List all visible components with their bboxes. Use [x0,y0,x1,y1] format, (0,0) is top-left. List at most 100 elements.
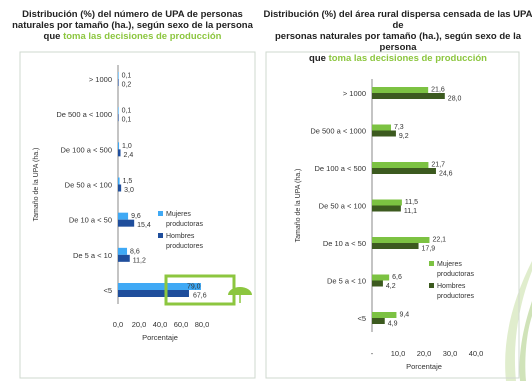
left-category-label: <5 [103,286,112,295]
left-value-label-hombres: 0,1 [122,117,132,124]
right-value-label-mujeres: 9,4 [399,312,409,319]
left-category-label: De 500 a < 1000 [56,110,112,119]
left-legend-label-mujeres-2: productoras [166,221,203,228]
right-x-tick-label: 30,0 [443,349,458,358]
right-value-label-hombres: 4,9 [388,321,398,328]
right-category-label: De 5 a < 10 [327,277,366,286]
right-bar-hombres [372,243,419,249]
left-value-label-mujeres: 0,1 [122,108,132,115]
right-chart-title: Distribución (%) del área rural dispersa… [262,9,532,64]
left-value-label-mujeres: 8,6 [130,248,140,255]
right-legend-swatch-hombres [429,283,434,288]
right-x-tick-label: - [371,349,374,358]
left-title-line1: Distribución (%) del número de UPA de pe… [22,9,243,20]
left-bar-hombres [118,254,130,262]
left-value-label-hombres: 11,2 [133,257,146,264]
right-category-label: De 10 a < 50 [323,239,366,248]
left-bar-mujeres [118,142,120,150]
left-x-tick-label: 0,0 [113,320,123,329]
right-x-tick-label: 40,0 [469,349,484,358]
left-title-highlight: toma las decisiones de producción [63,31,222,42]
right-y-axis-title: Tamaño de la UPA (ha.) [295,169,302,243]
right-value-label-hombres: 4,2 [386,283,396,290]
right-category-label: De 500 a < 1000 [310,127,366,136]
left-legend-label-hombres-1: Hombres [166,233,195,240]
right-value-label-mujeres: 11,5 [405,199,418,206]
right-title-line2: personas naturales por tamaño (ha.), seg… [274,31,521,53]
right-bar-hombres [372,168,436,174]
left-legend-swatch-hombres [158,233,163,238]
left-x-tick-label: 20,0 [132,320,147,329]
left-bar-mujeres [118,247,128,255]
left-value-label-mujeres: 1,0 [122,143,132,150]
left-x-tick-label: 60,0 [174,320,189,329]
left-value-label-mujeres: 9,6 [131,213,141,220]
left-title-line3: que toma las decisiones de producción [0,31,265,42]
right-bar-hombres [372,318,385,324]
left-title-line3-pre: que [43,31,64,42]
left-bar-mujeres [118,283,201,290]
right-value-label-hombres: 24,6 [439,171,453,178]
left-category-label: > 1000 [89,75,112,84]
right-bar-mujeres [372,312,397,318]
right-category-label: > 1000 [343,89,366,98]
right-title-line3: que toma las decisiones de producción [262,53,532,64]
left-bar-mujeres [118,177,120,185]
left-bar-mujeres [118,212,129,220]
right-chart: > 1000 21,628,0 De 500 a < 1000 7,3 9,2 De 10… [295,79,483,371]
right-panel-frame [265,51,520,379]
right-value-label-hombres: 17,9 [422,246,436,253]
right-bar-mujeres [372,274,390,281]
left-category-label: De 5 a < 10 [73,251,112,260]
left-legend-swatch-mujeres [158,211,163,216]
left-bar-mujeres [118,107,119,115]
right-title-highlight: toma las decisiones de producción [328,53,487,64]
right-bar-mujeres [372,162,429,168]
right-value-label-mujeres: 22,1 [432,237,446,244]
right-bar-hombres [372,205,401,212]
left-bar-mujeres [118,72,119,79]
right-value-label-hombres: 28,0 [448,96,462,103]
left-bar-hombres [118,184,122,192]
left-value-label-mujeres: 79,0 [187,284,201,291]
left-bar-hombres [118,219,135,227]
right-value-label-mujeres: 21,6 [431,87,445,94]
right-value-label-mujeres: 7,3 [394,124,404,131]
left-y-axis-title: Tamaño de la UPA (ha.) [33,148,40,222]
right-legend-swatch-mujeres [429,261,434,266]
left-category-label: De 100 a < 500 [60,145,112,154]
right-x-axis-title: Porcentaje [406,362,442,371]
left-bar-hombres [118,114,119,122]
left-x-axis-title: Porcentaje [142,333,178,342]
right-title-line1: Distribución (%) del área rural dispersa… [263,9,532,31]
left-bar-hombres [118,79,119,86]
right-x-tick-label: 20,0 [417,349,432,358]
right-bar-mujeres [372,199,402,206]
left-x-tick-label: 80,0 [195,320,210,329]
left-bar-hombres [118,149,121,157]
left-value-label-hombres: 15,4 [137,222,151,229]
left-chart: > 1000 0,1 0,2 De 500 a < 1000 0,1 0,1 De 100 … [33,65,252,342]
right-legend-label-mujeres-1: Mujeres [437,261,462,268]
right-value-label-hombres: 9,2 [399,133,409,140]
right-bar-hombres [372,280,383,287]
right-category-label: De 100 a < 500 [314,164,366,173]
right-category-label: <5 [357,314,366,323]
left-value-label-hombres: 2,4 [124,152,134,159]
right-category-label: De 50 a < 100 [319,202,366,211]
umbrella-canopy [228,287,252,295]
right-bar-mujeres [372,124,391,131]
leaf-decoration-icon [505,261,532,381]
left-value-label-hombres: 67,6 [193,293,207,300]
umbrella-icon [228,287,252,303]
left-chart-title: Distribución (%) del número de UPA de pe… [0,9,265,42]
left-value-label-hombres: 0,2 [122,82,132,89]
right-bar-mujeres [372,237,430,243]
right-x-tick-label: 10,0 [391,349,406,358]
right-title-line3-pre: que [309,53,329,64]
left-category-label: De 50 a < 100 [65,181,112,190]
left-value-label-mujeres: 0,1 [122,73,132,80]
left-panel-frame [19,51,256,379]
left-x-tick-label: 40,0 [153,320,168,329]
